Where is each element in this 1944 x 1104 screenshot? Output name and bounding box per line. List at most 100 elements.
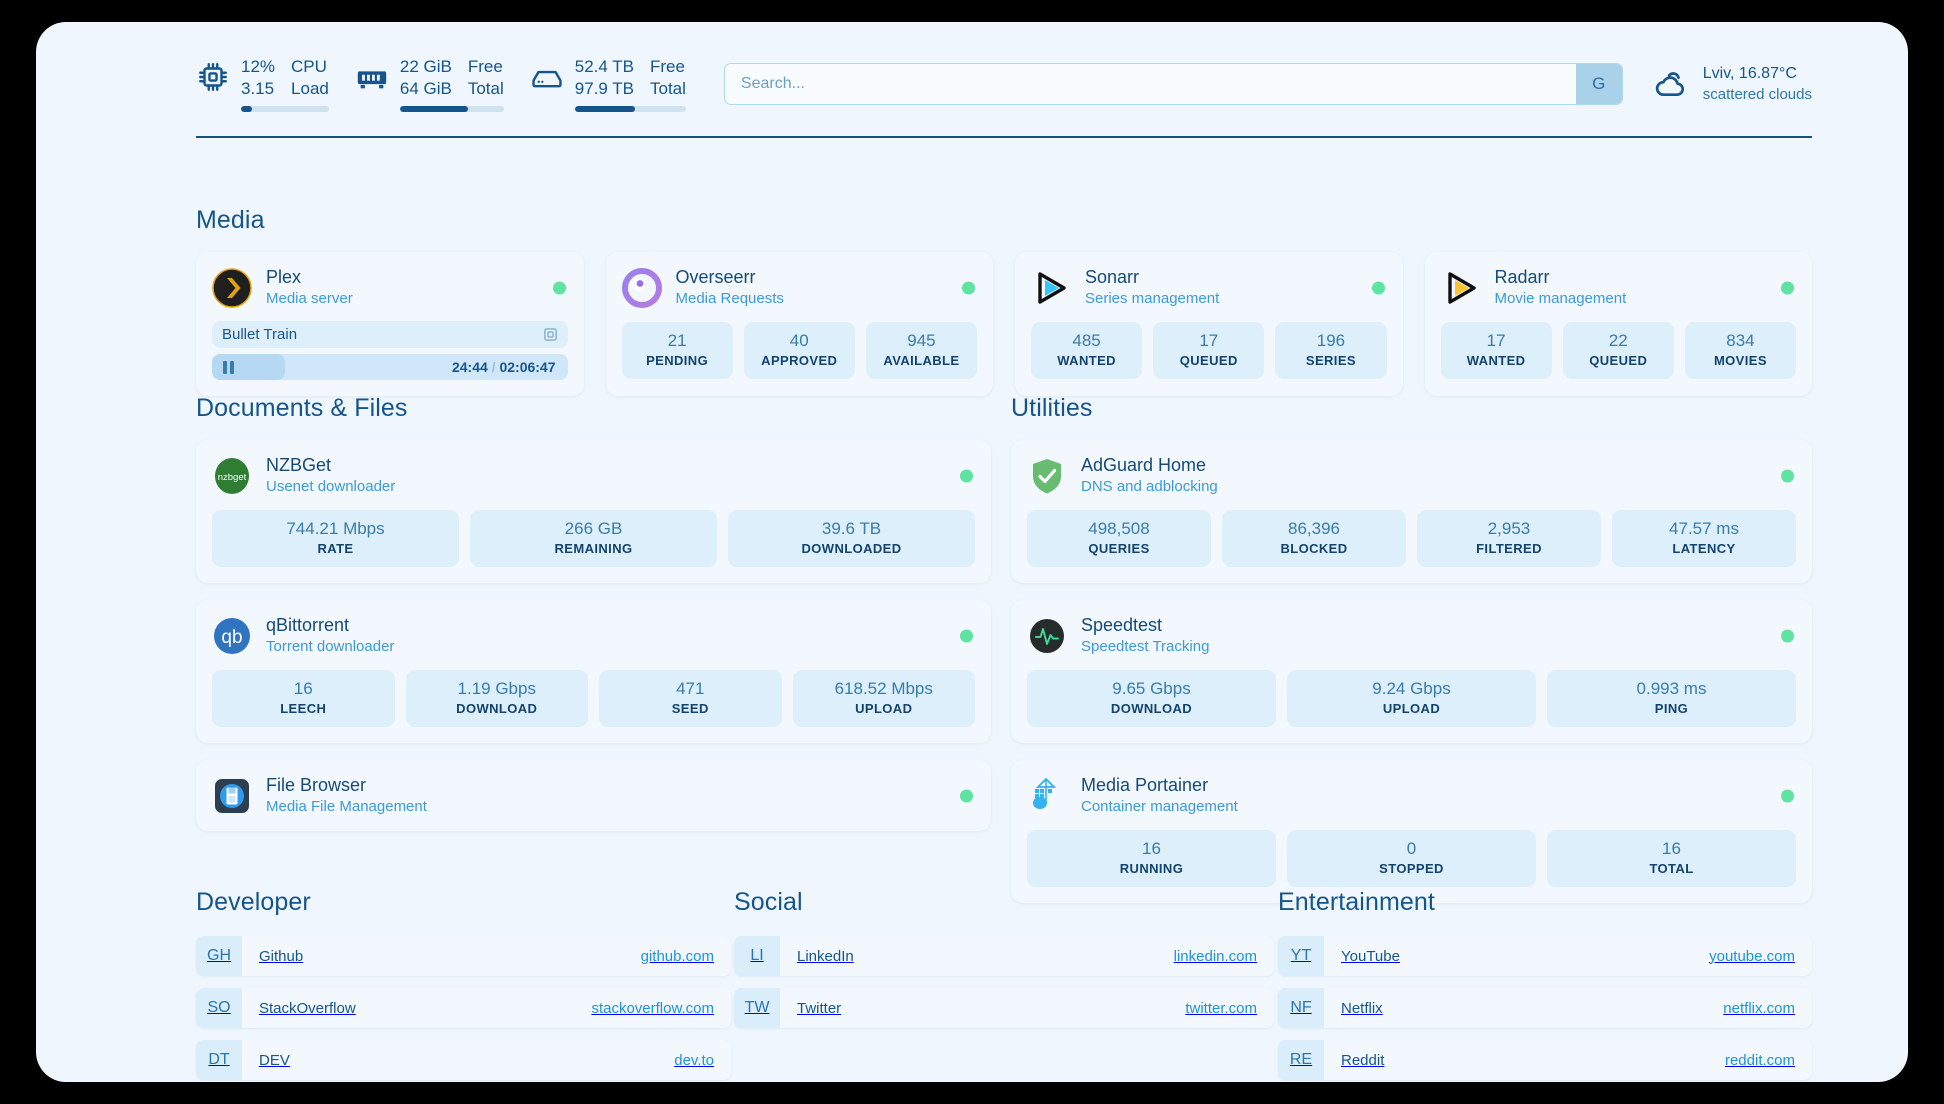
search-bar[interactable]: G: [723, 63, 1623, 105]
bookmark-name: StackOverflow: [259, 999, 356, 1017]
bookmark-group-title: Social: [734, 888, 803, 916]
stat-latency: 47.57 ms LATENCY: [1612, 510, 1796, 567]
stat-remaining: 266 GB REMAINING: [470, 510, 717, 567]
status-badge: [960, 789, 973, 802]
bookmark-abbr: NF: [1278, 988, 1324, 1028]
app-name: Sonarr: [1085, 267, 1140, 287]
bookmark-url: dev.to: [674, 1051, 714, 1069]
disk-icon: [530, 60, 564, 94]
resource-memory[interactable]: 22 GiB 64 GiB Free Total: [355, 56, 504, 112]
plex-icon: [212, 267, 252, 308]
card-sonarr[interactable]: Sonarr Series management 485 WANTED 17 Q…: [1015, 252, 1403, 396]
card-nzbget[interactable]: nzbget NZBGet Usenet downloader 744.21 M…: [196, 440, 991, 583]
status-badge: [960, 629, 973, 642]
card-header: Overseerr Media Requests: [621, 266, 978, 309]
bookmark-dev[interactable]: DT DEV dev.to: [196, 1040, 731, 1080]
playback-progress-bar[interactable]: 24:44 / 02:06:47: [212, 354, 568, 380]
search-input[interactable]: [724, 64, 1576, 104]
app-subtitle: Media Requests: [675, 290, 784, 307]
bookmark-youtube[interactable]: YT YouTube youtube.com: [1278, 936, 1812, 976]
bookmark-stackoverflow[interactable]: SO StackOverflow stackoverflow.com: [196, 988, 731, 1028]
stat-queued: 22 QUEUED: [1562, 322, 1674, 379]
memory-free-label: Free: [467, 57, 503, 76]
app-name: Radarr: [1494, 267, 1550, 287]
stat-queries: 498,508 QUERIES: [1027, 510, 1211, 567]
portainer-icon: [1027, 776, 1067, 816]
stat-value: 266 GB: [564, 519, 623, 538]
app-subtitle: Media server: [266, 290, 353, 307]
card-header: Plex Media server: [212, 266, 568, 309]
utilities-section-title: Utilities: [1011, 394, 1093, 422]
status-badge: [1781, 629, 1794, 642]
stat-pending: 21 PENDING: [621, 322, 733, 379]
stat-label: PING: [1654, 701, 1689, 716]
app-subtitle: Torrent downloader: [266, 638, 395, 655]
bookmark-linkedin[interactable]: LI LinkedIn linkedin.com: [734, 936, 1274, 976]
stat-ping: 0.993 ms PING: [1547, 670, 1796, 727]
bookmark-name: Github: [259, 947, 304, 965]
now-playing-title-row: Bullet Train: [212, 321, 568, 348]
overseerr-icon: [621, 267, 662, 308]
stat-total: 16 TOTAL: [1547, 830, 1796, 887]
bookmark-github[interactable]: GH Github github.com: [196, 936, 731, 976]
app-subtitle: Media File Management: [266, 798, 427, 815]
stat-label: BLOCKED: [1280, 541, 1348, 556]
bookmark-abbr: DT: [196, 1040, 242, 1080]
filebrowser-icon: [212, 776, 252, 816]
stat-value: 16: [1142, 839, 1161, 858]
app-name: Speedtest: [1081, 615, 1163, 635]
card-overseerr[interactable]: Overseerr Media Requests 21 PENDING 40 A…: [605, 252, 993, 396]
app-subtitle: Usenet downloader: [266, 478, 396, 495]
disk-free-label: Free: [650, 57, 685, 76]
stat-label: RUNNING: [1119, 861, 1184, 876]
cpu-usage-bar: [241, 106, 329, 112]
memory-total-value: 64 GiB: [399, 79, 452, 98]
stat-seed: 471 SEED: [599, 670, 782, 727]
memory-total-label: Total: [467, 79, 504, 98]
app-name: Media Portainer: [1081, 775, 1209, 795]
card-radarr[interactable]: Radarr Movie management 17 WANTED 22 QUE…: [1424, 252, 1812, 396]
card-plex[interactable]: Plex Media server Bullet Train: [196, 252, 584, 396]
card-file-browser[interactable]: File Browser Media File Management: [196, 760, 991, 831]
stat-value: 0: [1406, 839, 1417, 858]
disk-total-value: 97.9 TB: [574, 79, 634, 98]
bookmark-reddit[interactable]: RE Reddit reddit.com: [1278, 1040, 1812, 1080]
stat-stopped: 0 STOPPED: [1287, 830, 1536, 887]
status-badge: [1781, 469, 1794, 482]
stat-label: SERIES: [1305, 353, 1356, 368]
card-media-portainer[interactable]: Media Portainer Container management 16 …: [1011, 760, 1812, 903]
stat-value: 618.52 Mbps: [834, 679, 933, 698]
card-qbittorrent[interactable]: qb qBittorrent Torrent downloader 16 LEE…: [196, 600, 991, 743]
stat-label: FILTERED: [1476, 541, 1542, 556]
weather-widget[interactable]: Lviv, 16.87°C scattered clouds: [1651, 63, 1812, 105]
bookmark-abbr: RE: [1278, 1040, 1324, 1080]
bookmark-twitter[interactable]: TW Twitter twitter.com: [734, 988, 1274, 1028]
card-adguard-home[interactable]: AdGuard Home DNS and adblocking 498,508 …: [1011, 440, 1812, 583]
stat-value: 16: [1662, 839, 1681, 858]
app-subtitle: Speedtest Tracking: [1081, 638, 1210, 655]
card-header: File Browser Media File Management: [212, 774, 975, 817]
stats-row: 21 PENDING 40 APPROVED 945 AVAILABLE: [621, 322, 978, 379]
status-badge: [1371, 281, 1385, 294]
card-speedtest[interactable]: Speedtest Speedtest Tracking 9.65 Gbps D…: [1011, 600, 1812, 743]
stats-row: 16 RUNNING 0 STOPPED 16 TOTAL: [1027, 830, 1796, 887]
resource-disk[interactable]: 52.4 TB 97.9 TB Free Total: [530, 56, 686, 112]
header-bar: 12% 3.15 CPU Load: [196, 48, 1812, 120]
cpu-usage-label: CPU: [291, 57, 327, 76]
stat-upload: 9.24 Gbps UPLOAD: [1287, 670, 1536, 727]
bookmark-netflix[interactable]: NF Netflix netflix.com: [1278, 988, 1812, 1028]
stat-value: 47.57 ms: [1669, 519, 1739, 538]
bookmark-url: netflix.com: [1723, 999, 1795, 1017]
stats-row: 744.21 Mbps RATE 266 GB REMAINING 39.6 T…: [212, 510, 975, 567]
resource-cpu[interactable]: 12% 3.15 CPU Load: [196, 56, 329, 112]
app-name: File Browser: [266, 775, 367, 795]
cast-icon[interactable]: [543, 327, 558, 342]
stat-download: 1.19 Gbps DOWNLOAD: [405, 670, 588, 727]
google-search-icon[interactable]: G: [1575, 64, 1622, 104]
cpu-load-value: 3.15: [241, 79, 275, 98]
stat-label: SEED: [671, 701, 709, 716]
stat-label: LATENCY: [1672, 541, 1736, 556]
stat-value: 40: [789, 331, 809, 350]
bookmark-name: Reddit: [1341, 1051, 1385, 1069]
pause-icon[interactable]: [223, 360, 234, 374]
